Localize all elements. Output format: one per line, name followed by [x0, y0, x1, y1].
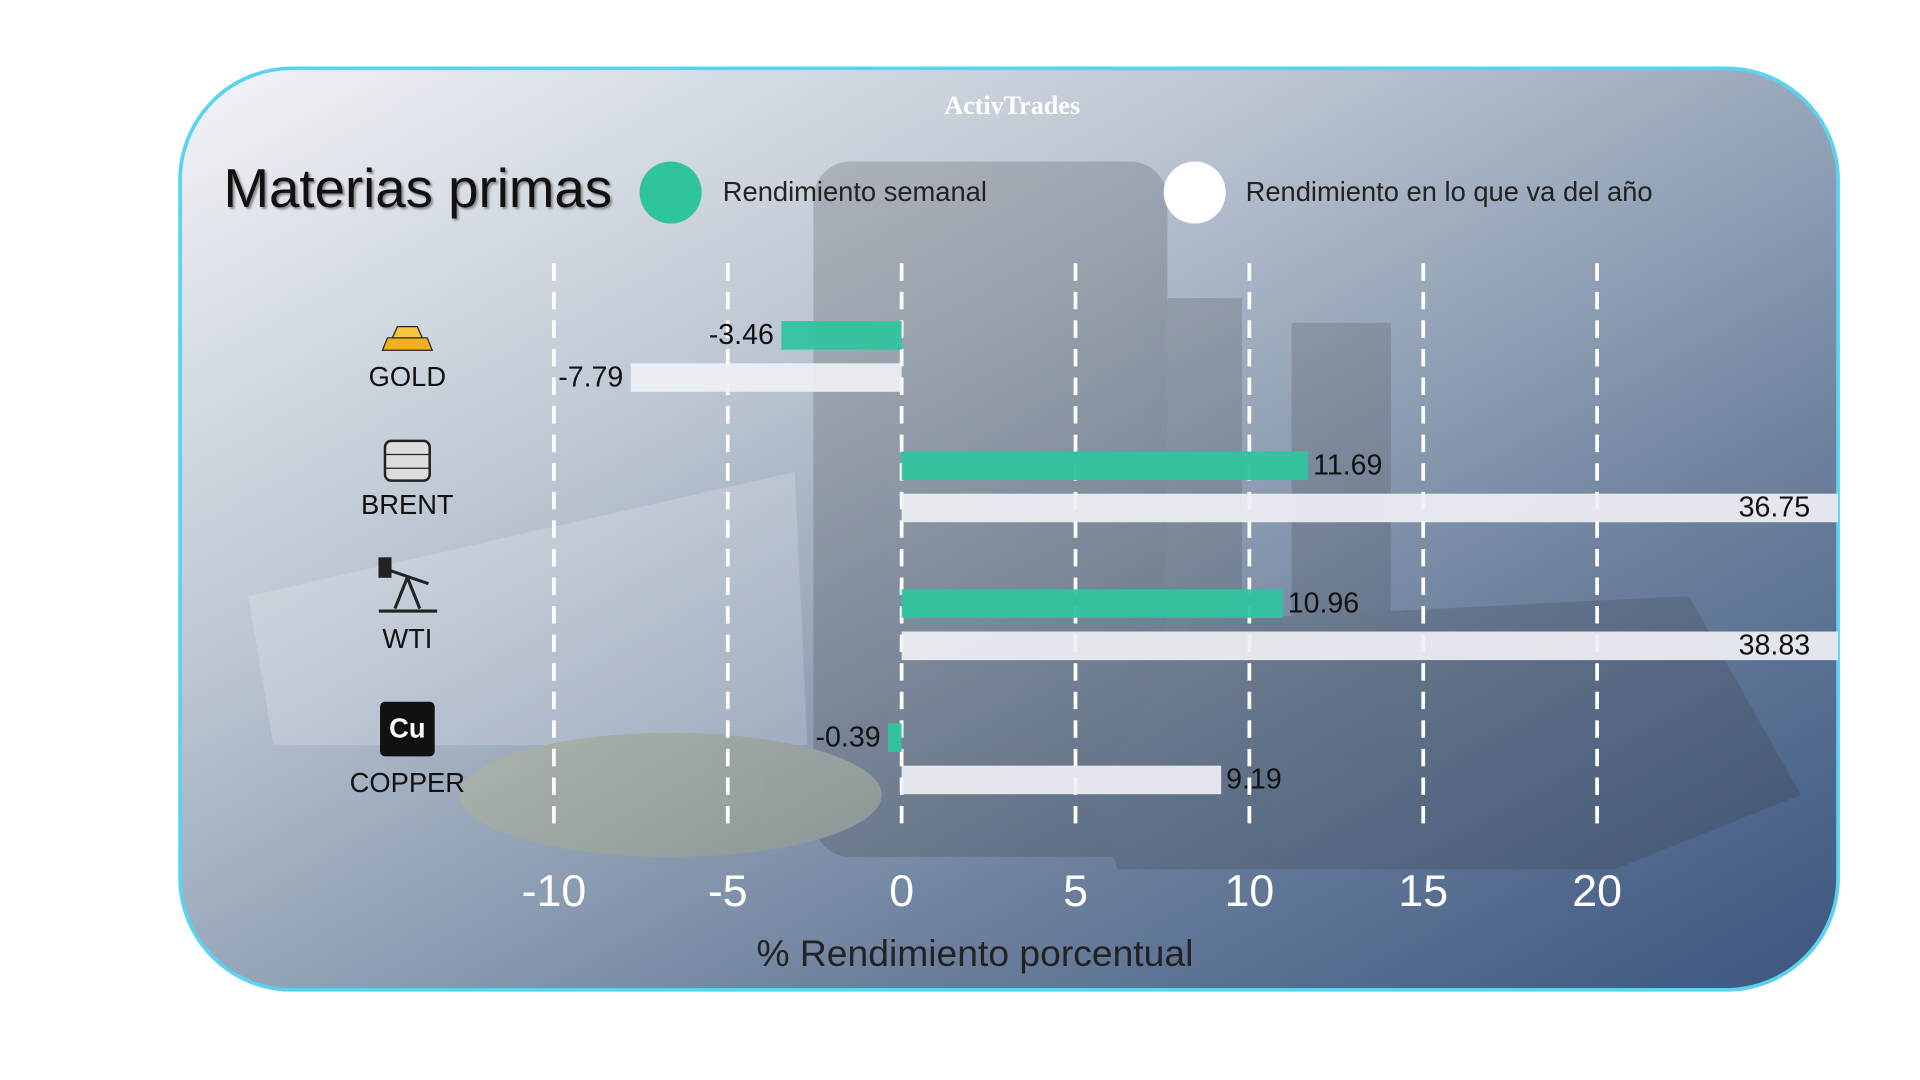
bar: [901, 451, 1309, 481]
bar: [781, 321, 902, 350]
x-tick-label: 5: [1063, 867, 1088, 916]
pumpjack-icon: [378, 557, 438, 613]
copper-icon: Cu: [380, 701, 435, 757]
chart-title: Materias primas: [224, 158, 613, 219]
category-label: WTI: [382, 623, 432, 654]
value-label: 11.69: [1313, 450, 1382, 482]
value-label: 9.19: [1226, 764, 1282, 796]
bar: [888, 723, 902, 752]
x-tick-label: -5: [708, 867, 748, 916]
value-label: -7.79: [558, 361, 623, 393]
legend-swatch: [1163, 161, 1226, 224]
bars: [630, 321, 1839, 795]
value-label: 10.96: [1288, 587, 1359, 619]
x-tick-label: -10: [522, 867, 587, 916]
x-tick-label: 15: [1398, 867, 1448, 916]
svg-text:Cu: Cu: [389, 712, 425, 743]
x-tick-label: 0: [889, 867, 914, 916]
category-label: COPPER: [350, 767, 465, 798]
gold-icon: [381, 326, 434, 351]
value-label: -3.46: [709, 319, 774, 351]
x-axis-label: % Rendimiento porcentual: [756, 932, 1193, 974]
bar: [630, 363, 902, 392]
bar: [901, 589, 1283, 618]
bar: [901, 493, 1839, 523]
bar: [901, 765, 1222, 795]
legend-swatch: [639, 161, 702, 224]
category-label: GOLD: [369, 361, 446, 392]
value-label: -0.39: [816, 722, 881, 754]
barrel-icon: [383, 439, 431, 482]
x-tick-label: 20: [1572, 867, 1622, 916]
value-label: 38.83: [1739, 630, 1810, 662]
category-label: BRENT: [361, 489, 454, 520]
value-label: 36.75: [1739, 492, 1810, 524]
bar: [901, 631, 1839, 661]
legend-label: Rendimiento en lo que va del año: [1246, 176, 1653, 207]
legend-label: Rendimiento semanal: [723, 176, 987, 207]
brand-logo: ActivTrades: [944, 91, 1080, 120]
x-tick-label: 10: [1225, 867, 1275, 916]
